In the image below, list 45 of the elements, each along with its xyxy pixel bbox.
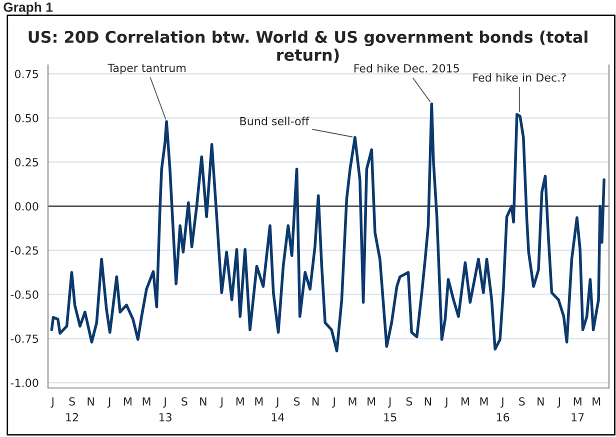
x-tick-label: M [462,397,469,406]
x-tick-label: J [332,397,335,408]
x-tick-label: M [142,397,150,406]
x-tick-label: S 12 [66,397,78,422]
x-tick-label: S [294,397,300,406]
x-tick-label: J 16 [496,397,510,422]
x-tick-label: S [406,397,412,406]
annotation: Taper tantrum [108,64,186,74]
x-tick-label: J [107,397,110,408]
y-tick-label: 0.50 [14,114,38,122]
annotation: Fed hike Dec. 2015 [354,64,459,73]
x-tick-label: M [124,397,132,406]
y-tick-label: 0.00 [14,202,38,211]
x-tick-label: J [220,397,223,408]
annotation: Bund sell-off [240,116,310,126]
caption: Graph 1 [4,2,53,14]
x-tick-label: J 13 [159,397,172,422]
x-tick-label: S [519,397,525,406]
x-tick-label: M [348,397,356,406]
y-tick-label: -1.00 [10,378,38,388]
chart-title: US: 20D Correlation btw. World & US government bonds (total return) [28,30,588,63]
y-tick-label: -0.50 [10,290,38,299]
x-tick-label: S [182,397,188,406]
y-tick-label: -0.25 [10,246,38,255]
x-tick-label: J 14 [272,397,284,422]
line-series [50,102,606,352]
annotation: Fed hike in Dec.? [473,73,566,82]
x-tick-label: N [200,397,206,406]
x-tick-label: J [50,397,54,408]
x-tick-label: J [444,397,448,408]
x-tick-label: M [255,397,263,406]
x-tick-label: N [538,397,544,406]
x-tick-label: M 17 [572,397,584,422]
x-tick-label: J [557,397,560,408]
x-tick-label: M [592,397,600,406]
y-tick-label: -0.75 [10,334,38,343]
x-tick-label: N [312,397,319,406]
x-tick-label: J 15 [384,397,396,422]
x-tick-label: N [424,397,432,406]
x-tick-label: M [480,397,488,406]
x-tick-label: N [88,397,94,406]
y-tick-label: 0.75 [14,70,38,78]
x-tick-label: M [368,397,376,406]
x-tick-label: M [236,397,244,406]
y-tick-label: 0.25 [14,158,38,166]
